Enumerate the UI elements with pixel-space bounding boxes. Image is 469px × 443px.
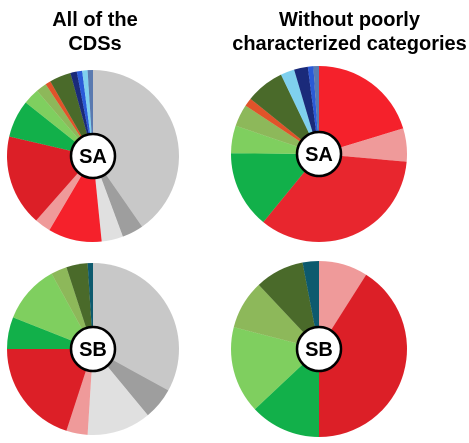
pie-chart-sa-all: SA — [7, 69, 180, 243]
pie-slice-green — [9, 102, 94, 156]
pie-slice-olive-green — [233, 284, 319, 349]
pie-chart-sb-all: SB — [7, 263, 179, 435]
pie-slice-mid-gray — [93, 349, 169, 416]
column-title-line: characterized categories — [232, 33, 467, 55]
pie-slice-dark-olive — [258, 262, 319, 349]
column-title-line: Without poorly — [279, 9, 420, 31]
pie-slice-pale-pink — [319, 261, 367, 349]
pie-slice-green — [230, 153, 319, 223]
pie-slice-olive-green — [235, 105, 319, 154]
pie-slice-bright-red — [319, 66, 404, 154]
pie-slice-dark-olive — [50, 73, 93, 156]
pie-slice-light-green — [25, 90, 94, 156]
pie-center-label-circle — [295, 325, 343, 373]
column-title-without-poorly-characterized: Without poorly characterized categories — [230, 8, 469, 56]
pie-chart-sb-filtered: SB — [230, 261, 407, 437]
pie-center-label-circle — [69, 325, 117, 373]
pie-center-label-circle — [295, 130, 343, 178]
pie-center-label: SB — [305, 339, 333, 361]
pie-slice-dark-olive — [250, 74, 319, 154]
column-title-all-cds: All of the CDSs — [20, 8, 170, 56]
pie-center-label: SA — [79, 146, 107, 168]
pie-slice-medium-red — [263, 154, 407, 242]
pie-slice-mid-gray — [93, 156, 143, 237]
pie-slice-pale-gray — [87, 349, 148, 435]
pie-center-label: SA — [305, 144, 333, 166]
pie-slice-dark-red — [319, 274, 407, 437]
pie-center-label: SB — [79, 339, 107, 361]
pie-center-label-circle — [69, 132, 117, 180]
pie-chart-sa-filtered: SA — [230, 66, 407, 242]
pie-slice-light-green — [13, 273, 93, 349]
column-title-line: CDSs — [68, 33, 122, 55]
pie-slice-pale-pink — [36, 156, 93, 231]
pie-slice-light-gray — [93, 70, 180, 227]
pie-slice-light-gray — [93, 263, 179, 391]
pie-slice-dark-red — [7, 349, 93, 431]
pie-slice-green — [254, 349, 319, 437]
column-title-line: All of the — [52, 9, 138, 31]
